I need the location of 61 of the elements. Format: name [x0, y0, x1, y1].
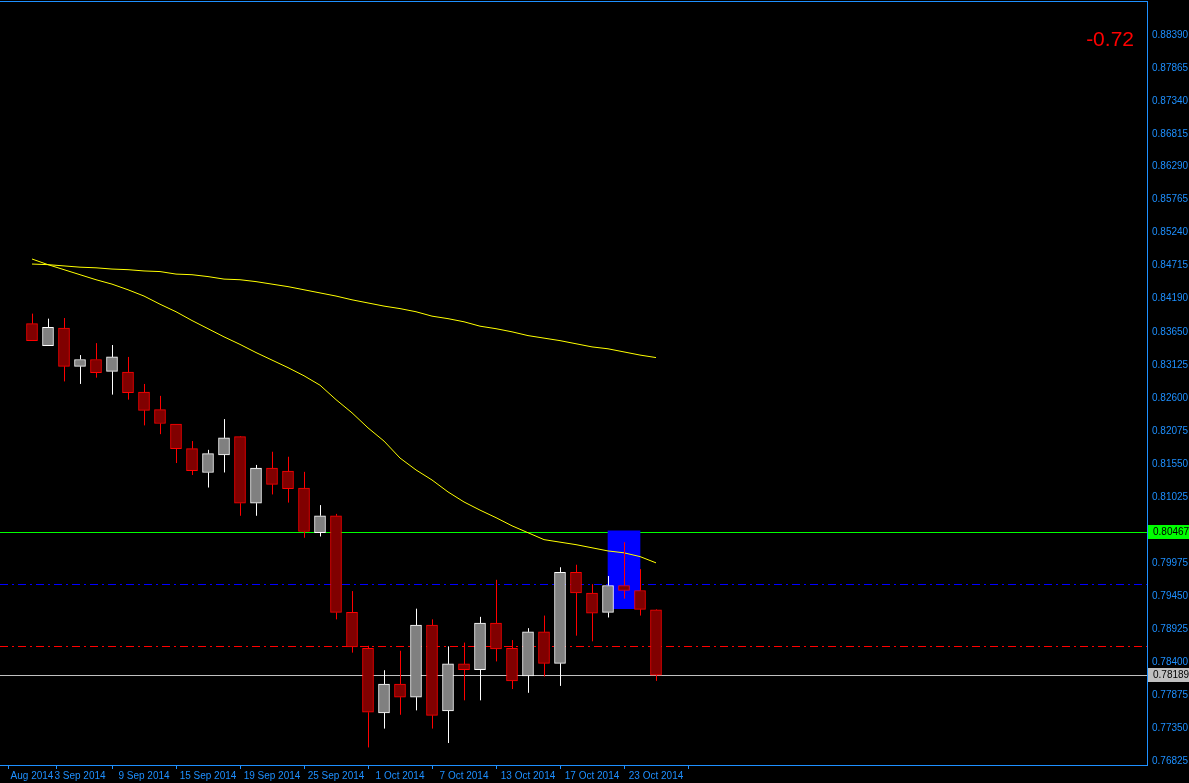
y-tick-label: 0.77350	[1152, 721, 1189, 733]
candlestick	[570, 564, 582, 637]
candlestick	[602, 575, 614, 618]
candlestick	[298, 471, 310, 539]
candlestick	[394, 650, 406, 716]
y-tick-label: 0.78925	[1152, 622, 1189, 634]
y-tick-label: 0.79975	[1152, 556, 1189, 568]
x-tick-label: Aug 2014	[10, 769, 54, 781]
y-tick-label: 0.86290	[1152, 160, 1189, 172]
x-tick-label: 9 Sep 2014	[118, 769, 171, 781]
candlestick	[586, 583, 598, 642]
y-tick-label: 0.83125	[1152, 359, 1189, 371]
candlestick	[106, 344, 118, 396]
y-tick-label: 0.81550	[1152, 458, 1189, 470]
candlestick	[538, 615, 550, 677]
y-tick-label: 0.84190	[1152, 292, 1189, 304]
y-tick-label: 0.85240	[1152, 226, 1189, 238]
y-tick-label: 0.78400	[1152, 655, 1189, 667]
x-tick-label: 17 Oct 2014	[564, 769, 620, 781]
candlestick	[202, 449, 214, 489]
y-tick-label: 0.83650	[1152, 326, 1189, 338]
x-tick-label: 19 Sep 2014	[243, 769, 301, 781]
candlestick	[250, 464, 262, 517]
y-tick-label: 0.81025	[1152, 491, 1189, 502]
candlestick	[122, 356, 134, 401]
candlestick	[74, 354, 86, 385]
ref-line-label: 0.78189	[1153, 669, 1189, 681]
x-tick-label: 23 Oct 2014	[628, 769, 684, 781]
x-tick-label: 3 Sep 2014	[54, 769, 107, 781]
x-tick-label: 13 Oct 2014	[500, 769, 556, 781]
y-tick-label: 0.86815	[1152, 127, 1189, 139]
candlestick	[186, 440, 198, 476]
y-tick-label: 0.82600	[1152, 392, 1189, 404]
candlestick	[634, 568, 646, 617]
x-tick-label: 25 Sep 2014	[307, 769, 365, 781]
y-tick-label: 0.82075	[1152, 425, 1189, 437]
x-tick-label: 1 Oct 2014	[375, 769, 425, 781]
y-tick-label: 0.76825	[1152, 754, 1189, 766]
candlestick	[331, 513, 341, 620]
text: -0.72	[1086, 26, 1134, 50]
y-tick-label: 0.88390	[1152, 28, 1189, 40]
candlestick	[170, 423, 182, 464]
y-tick-label: 0.87340	[1152, 94, 1189, 106]
candlestick	[474, 616, 486, 701]
x-tick-label: 15 Sep 2014	[179, 769, 237, 781]
y-tick-label: 0.87865	[1152, 61, 1189, 73]
y-tick-label: 0.84715	[1152, 259, 1189, 271]
y-tick-label: 0.79450	[1152, 589, 1189, 601]
candlestick	[378, 669, 390, 730]
candlestick	[522, 627, 534, 694]
y-tick-label: 0.77875	[1152, 688, 1189, 700]
candlestick	[58, 317, 70, 382]
candlestick	[442, 645, 454, 744]
ref-line-label: 0.80467	[1153, 526, 1189, 538]
candlestick	[410, 608, 422, 711]
candlestick	[554, 566, 566, 687]
candlestick	[618, 541, 630, 600]
candlestick	[154, 395, 166, 435]
candlestick	[235, 437, 245, 517]
y-tick-label: 0.85765	[1152, 193, 1189, 205]
x-tick-label: 7 Oct 2014	[439, 769, 489, 781]
